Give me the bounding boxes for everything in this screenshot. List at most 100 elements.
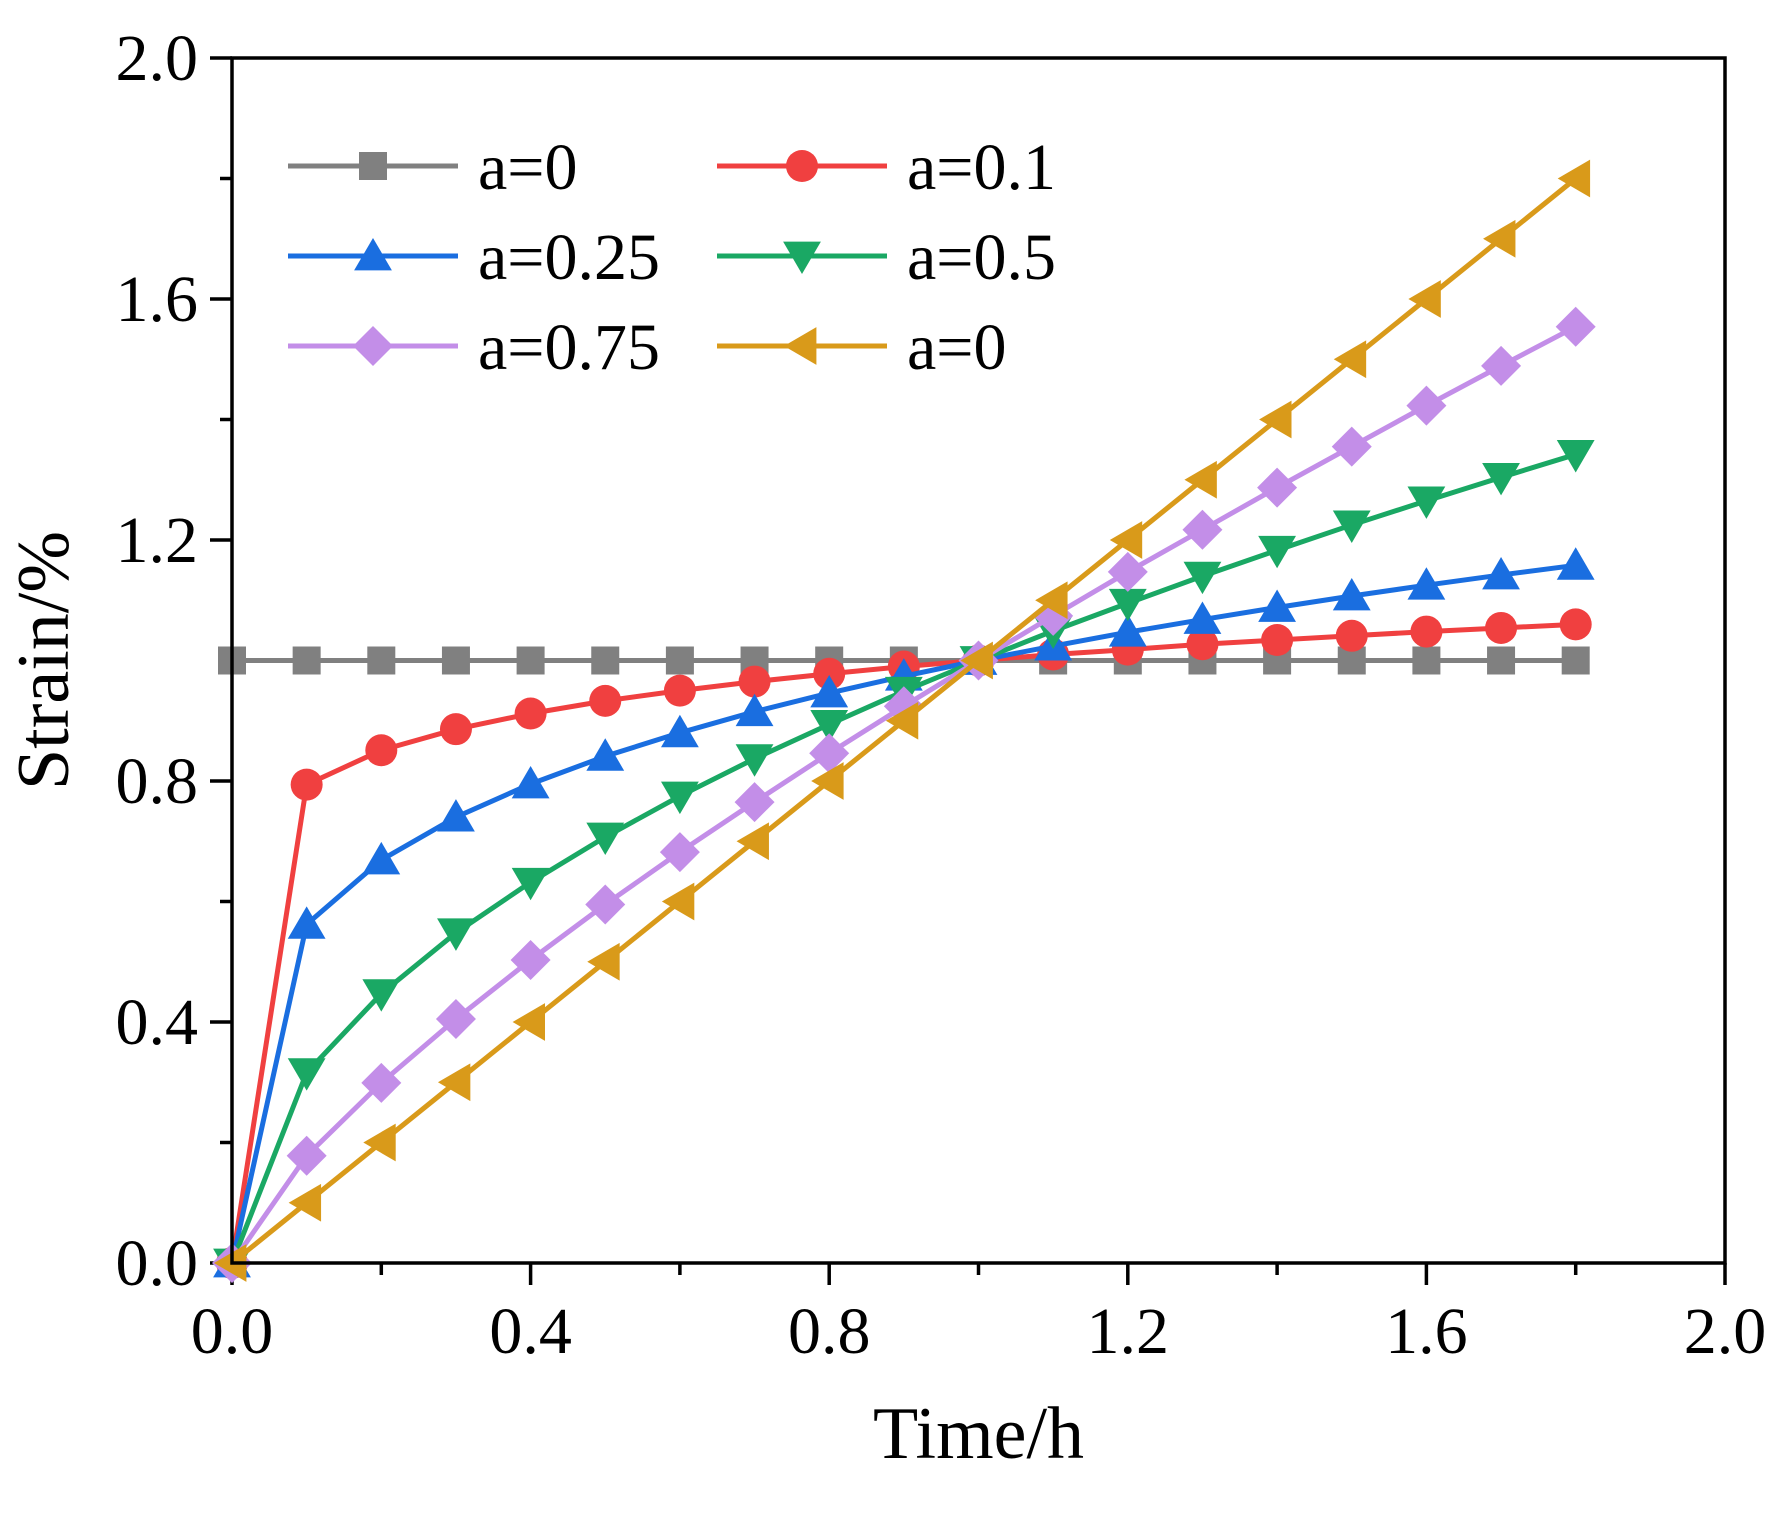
data-point [288,1183,322,1222]
data-point [516,646,545,675]
legend-swatch-marker [353,326,393,366]
legend-label: a=0 [907,311,1007,384]
data-point [514,697,547,730]
data-point [1183,601,1222,634]
data-point [286,1135,327,1176]
x-tick-label: 2.0 [1684,1295,1767,1368]
data-point [586,822,625,856]
series-6 [214,159,1591,1282]
y-tick-label: 1.6 [116,263,199,336]
data-point [439,713,472,746]
data-point [1482,556,1520,590]
data-point [437,918,475,951]
data-point [1335,619,1368,652]
legend-label: a=0 [478,131,578,204]
data-point [1261,624,1294,657]
x-tick-label: 0.8 [788,1295,871,1368]
legend-swatch-marker [359,152,387,180]
legend-swatch-marker [354,238,392,271]
data-point [809,733,850,774]
data-point [591,646,620,675]
data-point [1412,646,1441,675]
data-point [1258,589,1296,622]
legend-label: a=0.75 [478,311,660,384]
legend: a=0 a=0.1 a=0.25 a=0.5 a=0.75 a=0 [288,131,1056,384]
data-point [586,738,625,771]
data-point [813,657,846,690]
data-point [1184,460,1217,499]
data-point [1035,581,1068,620]
data-point [437,1063,471,1102]
data-point [441,646,470,675]
data-point [661,714,699,748]
data-point [735,744,774,777]
data-point [1555,306,1596,347]
data-point [290,768,323,801]
data-point [1556,440,1595,473]
data-point [1108,588,1147,622]
data-point [1183,561,1222,595]
data-point [1482,462,1520,496]
legend-swatch-marker [784,327,817,365]
data-point [810,709,849,743]
legend-swatch-marker [786,150,818,182]
data-point [661,882,695,921]
data-point [1481,345,1522,386]
y-tick-label: 1.2 [116,504,199,577]
data-point [367,646,396,675]
y-tick-label: 0.4 [116,986,199,1059]
data-point [735,693,774,727]
data-point [435,998,476,1039]
data-point [1257,467,1298,508]
data-point [1559,608,1592,641]
legend-label: a=0.25 [478,221,660,294]
legend-label: a=0.1 [907,131,1056,204]
data-point [1332,510,1371,543]
series-3 [213,547,1595,1278]
data-point [1108,614,1147,647]
data-point [663,674,696,707]
data-point [511,867,550,901]
data-point [1107,551,1148,592]
data-point [292,646,321,675]
legend-label: a=0.5 [907,221,1056,294]
data-point [361,1062,402,1103]
data-point [510,939,551,980]
data-point [1406,385,1447,426]
data-point [1485,611,1518,644]
x-tick-label: 1.6 [1385,1295,1468,1368]
y-axis-title: Strain/% [3,531,85,790]
data-point [1407,486,1446,519]
x-tick-label: 0.0 [191,1295,274,1368]
data-point [587,942,620,981]
data-point [1182,509,1223,550]
data-point [1483,219,1516,258]
data-point [659,832,700,873]
data-point [214,1244,247,1282]
data-point [1408,280,1441,318]
data-point [1556,547,1595,580]
data-point [810,675,849,708]
data-point [512,1003,545,1041]
data-point [738,665,771,698]
data-point [589,684,622,717]
data-point [362,979,401,1012]
x-tick-label: 0.4 [489,1295,572,1368]
data-point [736,822,769,861]
data-point [665,646,694,675]
data-point [287,1058,326,1091]
data-point [811,762,844,800]
y-tick-label: 0.0 [116,1227,199,1300]
axis-ticks [210,56,1727,1285]
tick-labels: 0.0 0.4 0.8 1.2 1.6 2.0 0.0 0.4 0.8 1.2 1.6 2.0 [116,22,1767,1368]
data-point [885,701,919,740]
data-point [661,781,699,815]
data-point [1561,646,1590,675]
data-point [287,906,326,939]
data-point [585,884,626,925]
x-axis-title: Time/h [873,1393,1084,1475]
data-point [1333,340,1367,379]
plot-frame [230,56,1727,1265]
